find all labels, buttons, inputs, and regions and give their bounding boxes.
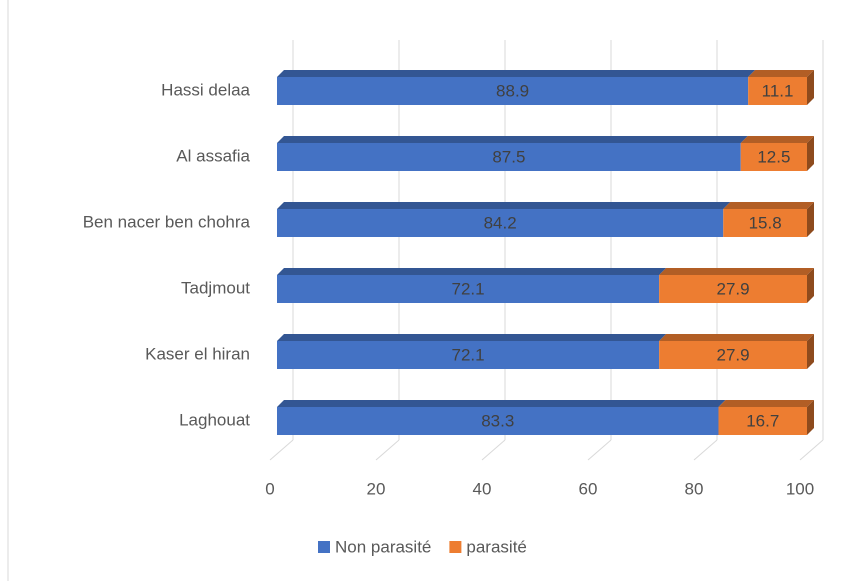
bar bbox=[277, 77, 749, 105]
y-tick-label: Al assafia bbox=[176, 146, 250, 165]
data-label: 84.2 bbox=[484, 213, 517, 232]
bar bbox=[659, 275, 807, 303]
y-tick-label: Ben nacer ben chohra bbox=[83, 212, 251, 231]
bar-top bbox=[277, 70, 756, 77]
data-label: 12.5 bbox=[757, 147, 790, 166]
data-label: 16.7 bbox=[746, 411, 779, 430]
data-label: 27.9 bbox=[717, 345, 750, 364]
bar-top bbox=[718, 400, 814, 407]
data-label: 83.3 bbox=[481, 411, 514, 430]
bar bbox=[277, 407, 719, 435]
bar-side bbox=[807, 136, 814, 171]
y-tick-label: Kaser el hiran bbox=[145, 344, 250, 363]
bar bbox=[277, 275, 660, 303]
y-tick-label: Hassi delaa bbox=[161, 80, 250, 99]
bar-top bbox=[723, 202, 814, 209]
data-label: 11.1 bbox=[762, 81, 794, 100]
x-tick-label: 40 bbox=[473, 479, 492, 498]
legend-swatch bbox=[449, 541, 462, 553]
grid-floor bbox=[587, 439, 612, 461]
x-tick-label: 60 bbox=[579, 479, 598, 498]
bar-side bbox=[807, 202, 814, 237]
grid-floor bbox=[693, 439, 718, 461]
bar bbox=[277, 209, 724, 237]
bar-top bbox=[277, 400, 726, 407]
bar-top bbox=[748, 70, 814, 77]
data-label: 87.5 bbox=[492, 147, 525, 166]
legend-swatch bbox=[318, 541, 330, 553]
bar bbox=[277, 341, 660, 369]
bar bbox=[740, 143, 807, 171]
bar-side bbox=[807, 268, 814, 303]
bar bbox=[718, 407, 807, 435]
bar-top bbox=[277, 136, 748, 143]
data-label: 27.9 bbox=[717, 279, 750, 298]
legend-label: parasité bbox=[466, 537, 526, 556]
bar bbox=[277, 143, 741, 171]
y-tick-label: Laghouat bbox=[179, 410, 250, 429]
y-tick-label: Tadjmout bbox=[181, 278, 250, 297]
x-tick-label: 100 bbox=[786, 479, 814, 498]
data-label: 88.9 bbox=[496, 81, 529, 100]
data-label: 72.1 bbox=[452, 279, 485, 298]
bar bbox=[748, 77, 807, 105]
grid-floor bbox=[269, 439, 294, 461]
bar-top bbox=[277, 202, 731, 209]
grid-floor bbox=[375, 439, 400, 461]
grid-floor bbox=[481, 439, 506, 461]
bar-top bbox=[659, 334, 814, 341]
x-tick-label: 20 bbox=[367, 479, 386, 498]
bar-top bbox=[740, 136, 814, 143]
bar-top bbox=[277, 334, 667, 341]
bar-side bbox=[807, 334, 814, 369]
x-tick-label: 80 bbox=[685, 479, 704, 498]
bar-top bbox=[277, 268, 667, 275]
data-label: 72.1 bbox=[452, 345, 485, 364]
x-tick-label: 0 bbox=[265, 479, 274, 498]
data-label: 15.8 bbox=[749, 213, 782, 232]
bar-side bbox=[807, 400, 814, 435]
bar bbox=[723, 209, 807, 237]
bar bbox=[659, 341, 807, 369]
bar-top bbox=[659, 268, 814, 275]
grid-floor bbox=[799, 439, 824, 461]
bar-side bbox=[807, 70, 814, 105]
legend-label: Non parasité bbox=[335, 537, 431, 556]
